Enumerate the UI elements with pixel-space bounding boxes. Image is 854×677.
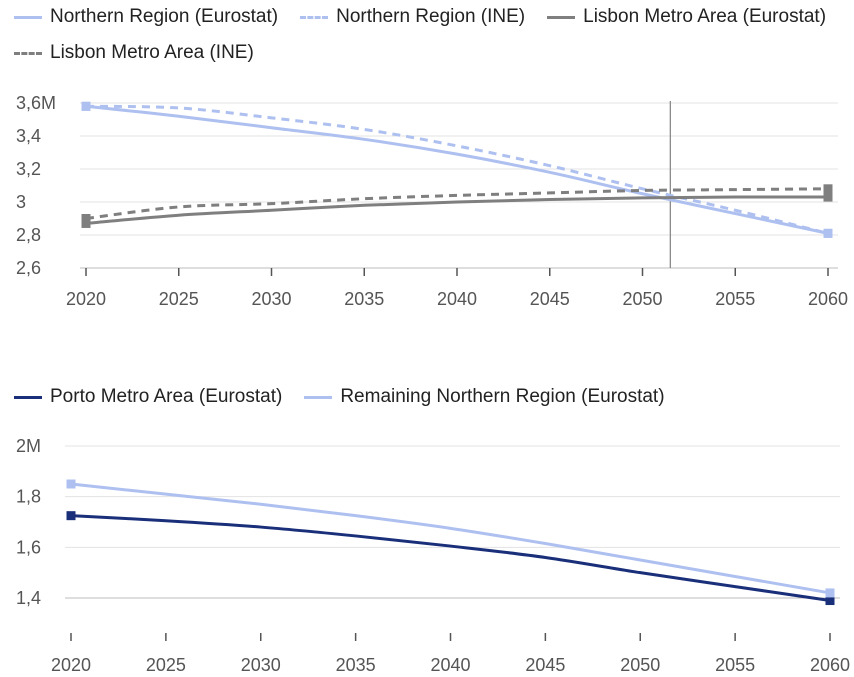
y-tick-label: 1,6 xyxy=(16,537,41,557)
data-point-marker[interactable] xyxy=(825,588,835,598)
series-line[interactable] xyxy=(70,514,831,603)
y-tick-label: 2,6 xyxy=(16,258,41,278)
y-tick-label: 1,4 xyxy=(16,588,41,608)
data-point-marker[interactable] xyxy=(823,228,833,238)
x-tick-label: 2040 xyxy=(437,289,477,309)
data-point-marker[interactable] xyxy=(66,511,76,521)
x-tick-label: 2055 xyxy=(715,289,755,309)
data-point-marker[interactable] xyxy=(81,101,91,111)
data-point-marker[interactable] xyxy=(825,596,835,606)
x-tick-label: 2040 xyxy=(430,655,470,675)
y-tick-label: 3,2 xyxy=(16,159,41,179)
x-tick-label: 2060 xyxy=(810,655,850,675)
x-tick-label: 2025 xyxy=(146,655,186,675)
x-tick-label: 2035 xyxy=(344,289,384,309)
series-line[interactable] xyxy=(85,195,829,225)
legend-swatch xyxy=(547,15,576,19)
legend-item[interactable]: Northern Region (INE) xyxy=(300,6,525,28)
x-tick-label: 2030 xyxy=(251,289,291,309)
data-point-marker[interactable] xyxy=(66,479,76,489)
legend-label: Northern Region (INE) xyxy=(336,6,526,27)
y-tick-label: 3,4 xyxy=(16,126,41,146)
legend-swatch xyxy=(14,395,42,399)
legend-label: Lisbon Metro Area (INE) xyxy=(50,42,254,63)
y-tick-label: 2M xyxy=(16,436,41,456)
legend-swatch xyxy=(14,15,42,19)
x-tick-label: 2060 xyxy=(808,289,848,309)
legend-label: Remaining Northern Region (Eurostat) xyxy=(340,386,665,407)
x-tick-label: 2050 xyxy=(622,289,662,309)
legend-label: Lisbon Metro Area (Eurostat) xyxy=(583,6,827,27)
x-tick-label: 2020 xyxy=(66,289,106,309)
legend-swatch xyxy=(300,15,329,19)
data-point-marker[interactable] xyxy=(81,214,91,223)
legend-swatch xyxy=(14,51,42,55)
y-tick-label: 1,8 xyxy=(16,487,41,507)
legend-label: Northern Region (Eurostat) xyxy=(50,6,279,27)
legend-label: Porto Metro Area (Eurostat) xyxy=(50,386,283,407)
x-tick-label: 2030 xyxy=(241,655,281,675)
chart-top-plot: 2,6 2,8 3 3,2 3,4 3,6M 2020 2025 2030 2035 2040 204… xyxy=(16,93,848,309)
data-point-marker[interactable] xyxy=(823,184,833,194)
legend-top: Northern Region (Eurostat) Northern Regio… xyxy=(14,6,848,64)
x-tick-label: 2035 xyxy=(336,655,376,675)
y-tick-label: 3 xyxy=(16,192,26,212)
x-tick-label: 2045 xyxy=(530,289,570,309)
x-tick-label: 2050 xyxy=(620,655,660,675)
x-tick-label: 2045 xyxy=(525,655,565,675)
legend-item[interactable]: Remaining Northern Region (Eurostat) xyxy=(304,386,665,408)
legend-swatch xyxy=(304,395,333,399)
data-point-marker[interactable] xyxy=(823,192,833,202)
x-tick-label: 2055 xyxy=(715,655,755,675)
legend-item[interactable]: Northern Region (Eurostat) xyxy=(14,6,278,28)
y-tick-label: 3,6M xyxy=(16,93,56,113)
series-line[interactable] xyxy=(85,104,829,235)
chart-bottom-plot: 1,4 1,6 1,8 2M 2020 2025 2030 2035 2040 2045 2050 2… xyxy=(16,436,850,675)
x-tick-label: 2025 xyxy=(159,289,199,309)
legend-item[interactable]: Lisbon Metro Area (Eurostat) xyxy=(547,6,826,28)
x-tick-label: 2020 xyxy=(51,655,91,675)
legend-item[interactable]: Porto Metro Area (Eurostat) xyxy=(14,386,282,408)
y-tick-label: 2,8 xyxy=(16,225,41,245)
series-line[interactable] xyxy=(85,187,829,220)
series-line[interactable] xyxy=(85,104,829,235)
series-line[interactable] xyxy=(70,482,831,595)
data-point-marker[interactable] xyxy=(81,218,91,228)
legend-item[interactable]: Lisbon Metro Area (INE) xyxy=(14,42,254,64)
legend-bottom: Porto Metro Area (Eurostat) Remaining Nor… xyxy=(14,386,848,408)
